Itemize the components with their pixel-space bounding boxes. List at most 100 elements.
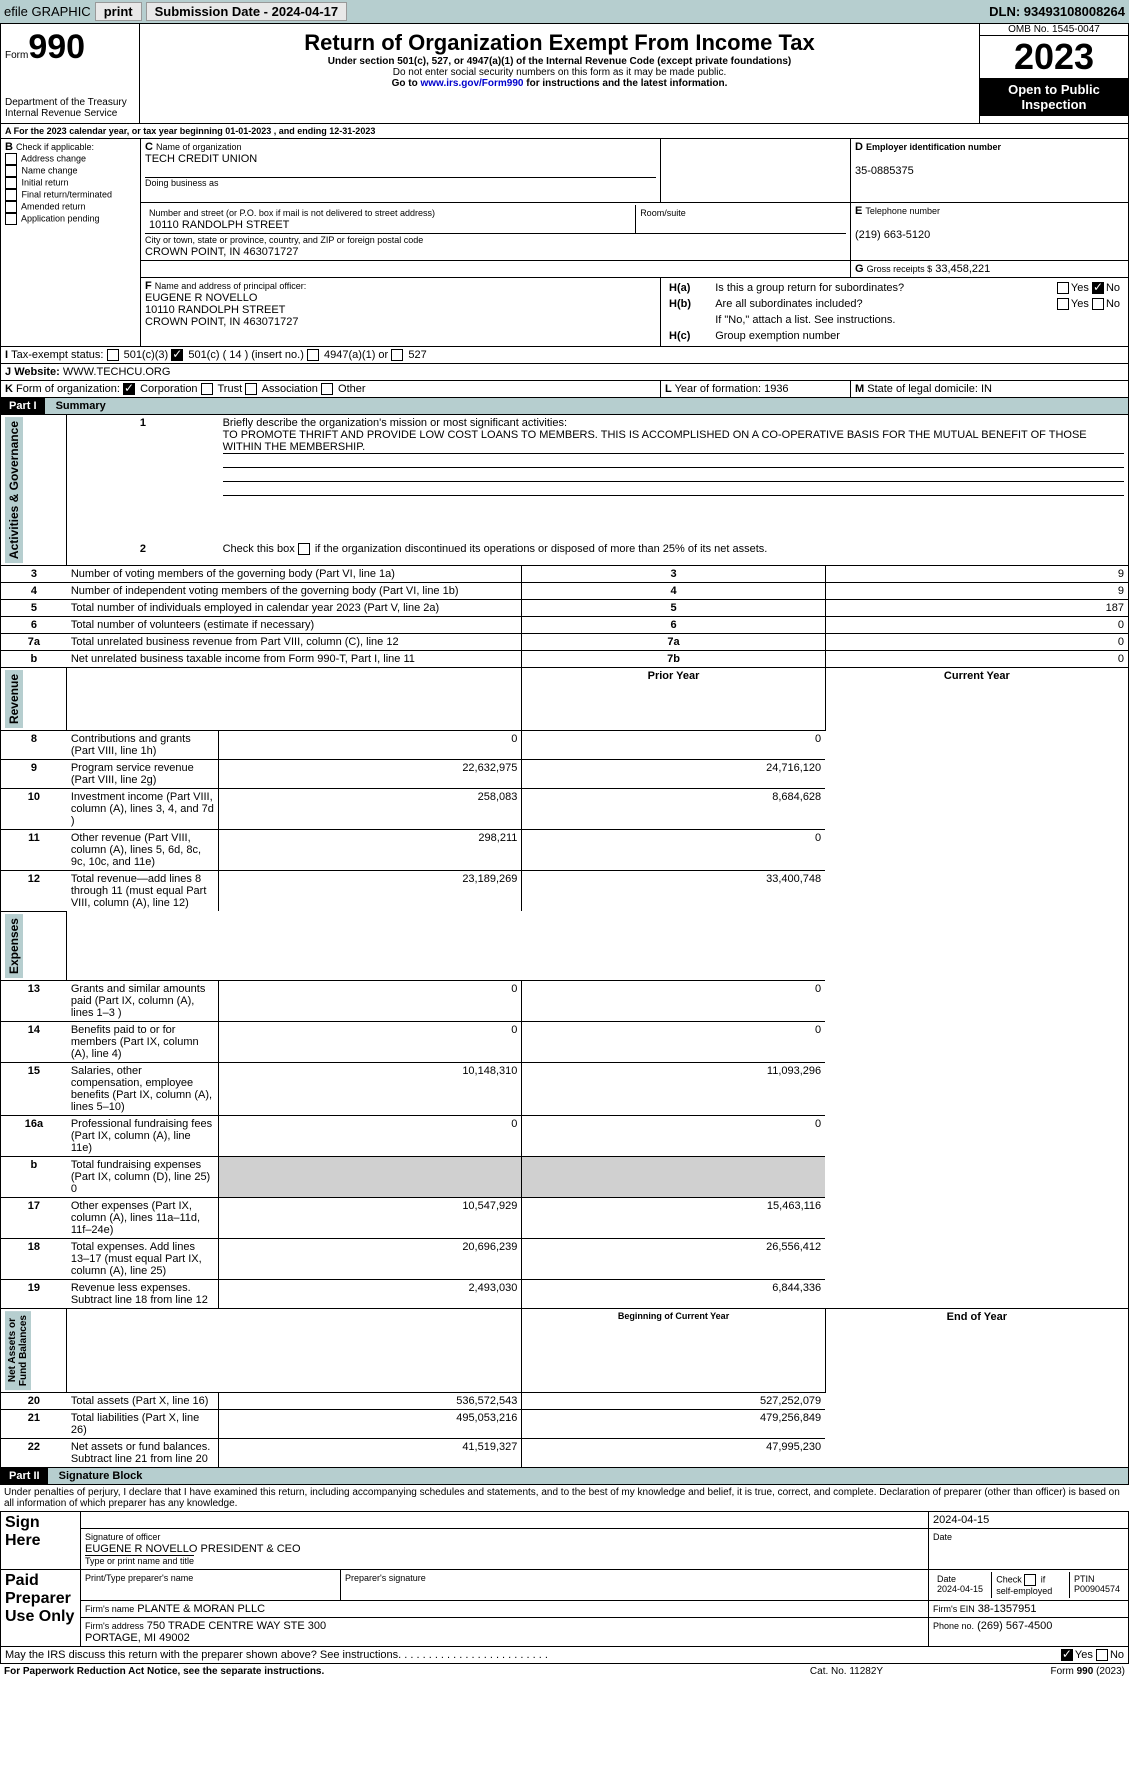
summary-row: 7aTotal unrelated business revenue from … [1,634,1129,651]
cat-no: Cat. No. 11282Y [753,1664,939,1679]
gross-receipts: 33,458,221 [935,263,990,275]
addr-label: Number and street (or P.O. box if mail i… [149,208,435,218]
website-label: Website: [14,366,60,378]
date-label: Date [933,1532,952,1542]
officer-line1: EUGENE R NOVELLO [145,292,257,304]
tax-status-label: Tax-exempt status: [11,349,103,361]
type-label: Type or print name and title [85,1555,194,1566]
eoy-hdr: End of Year [825,1309,1128,1393]
tax-year: 2023 [980,36,1128,78]
checkbox-item[interactable]: Name change [5,165,136,177]
omb-number: OMB No. 1545-0047 [980,24,1128,36]
firm-ein-label: Firm's EIN [933,1604,975,1614]
summary-row: 12Total revenue—add lines 8 through 11 (… [1,871,1129,912]
discuss-question: May the IRS discuss this return with the… [1,1647,969,1664]
domicile-value: IN [981,383,992,395]
summary-table: Activities & Governance 1 Briefly descri… [0,415,1129,1468]
line-a: For the 2023 calendar year, or tax year … [14,126,376,136]
firm-phone-label: Phone no. [933,1621,974,1631]
city-state-zip: CROWN POINT, IN 463071727 [145,246,298,258]
summary-row: 16aProfessional fundraising fees (Part I… [1,1116,1129,1157]
efile-label: efile GRAPHIC [4,4,91,19]
form-number: 990 [28,28,85,66]
l2-text: Check this box if the organization disco… [223,543,768,555]
form-header: Form990 Department of the Treasury Inter… [0,23,1129,124]
current-year-hdr: Current Year [825,668,1128,731]
summary-row: 13Grants and similar amounts paid (Part … [1,981,1129,1022]
summary-row: 15Salaries, other compensation, employee… [1,1063,1129,1116]
firm-ein: 38-1357951 [978,1603,1037,1615]
summary-row: bTotal fundraising expenses (Part IX, co… [1,1157,1129,1198]
ein-label: Employer identification number [866,142,1001,152]
phone-label: Telephone number [865,206,940,216]
prep-name-label: Print/Type preparer's name [85,1573,193,1583]
form-subtitle: Under section 501(c), 527, or 4947(a)(1)… [146,56,973,67]
city-label: City or town, state or province, country… [145,235,423,245]
officer-line3: CROWN POINT, IN 463071727 [145,316,298,328]
hc-label: Group exemption number [711,328,1124,344]
org-name: TECH CREDIT UNION [145,153,257,165]
sign-here: Sign Here [1,1512,81,1570]
part1-header: Part I [1,398,45,414]
summary-row: 14Benefits paid to or for members (Part … [1,1022,1129,1063]
org-info-table: A For the 2023 calendar year, or tax yea… [0,124,1129,398]
summary-row: 11Other revenue (Part VIII, column (A), … [1,830,1129,871]
phone-value: (219) 663-5120 [855,229,930,241]
part1-title: Summary [48,398,114,414]
checkbox-item[interactable]: Initial return [5,177,136,189]
ha-label: Is this a group return for subordinates? [711,280,1014,296]
summary-row: 5Total number of individuals employed in… [1,600,1129,617]
checkbox-item[interactable]: Address change [5,153,136,165]
side-ag: Activities & Governance [5,417,23,563]
dept-label: Department of the Treasury Internal Reve… [5,97,135,119]
checkbox-item[interactable]: Amended return [5,201,136,213]
ssn-warning: Do not enter social security numbers on … [146,67,973,78]
ein-value: 35-0885375 [855,165,914,177]
summary-row: 18Total expenses. Add lines 13–17 (must … [1,1239,1129,1280]
summary-row: 4Number of independent voting members of… [1,583,1129,600]
goto-link[interactable]: www.irs.gov/Form990 [420,78,523,89]
prior-year-hdr: Prior Year [522,668,825,731]
officer-line2: 10110 RANDOLPH STREET [145,304,285,316]
officer-label: Name and address of principal officer: [155,281,306,291]
firm-phone: (269) 567-4500 [977,1620,1052,1632]
checkbox-item[interactable]: Final return/terminated [5,189,136,201]
mission-text: TO PROMOTE THRIFT AND PROVIDE LOW COST L… [223,429,1124,454]
c-name-label: Name of organization [156,142,242,152]
firm-name: PLANTE & MORAN PLLC [137,1603,265,1615]
dln-label: DLN: 93493108008264 [989,4,1125,19]
summary-row: 17Other expenses (Part IX, column (A), l… [1,1198,1129,1239]
perjury-decl: Under penalties of perjury, I declare th… [0,1485,1129,1511]
submission-date: Submission Date - 2024-04-17 [146,2,348,21]
ptin-label: PTIN [1074,1574,1095,1584]
hb-note: If "No," attach a list. See instructions… [711,312,1124,328]
form-title: Return of Organization Exempt From Incom… [146,30,973,56]
domicile-label: State of legal domicile: [867,383,978,395]
goto-prefix: Go to [392,78,421,89]
print-button[interactable]: print [95,2,142,21]
pra-notice: For Paperwork Reduction Act Notice, see … [0,1664,753,1679]
year-formation: 1936 [764,383,788,395]
b-label: Check if applicable: [16,142,94,152]
boy-hdr: Beginning of Current Year [522,1309,825,1393]
summary-row: 3Number of voting members of the governi… [1,566,1129,583]
summary-row: 20Total assets (Part X, line 16)536,572,… [1,1393,1129,1410]
open-inspection: Open to Public Inspection [980,78,1128,116]
prep-sig-label: Preparer's signature [345,1573,426,1583]
gross-label: Gross receipts $ [867,264,933,274]
part2-title: Signature Block [51,1468,151,1484]
checkbox-item[interactable]: Application pending [5,213,136,225]
street-address: 10110 RANDOLPH STREET [149,219,289,231]
side-na: Net Assets or Fund Balances [5,1311,31,1390]
goto-suffix: for instructions and the latest informat… [523,78,727,89]
summary-row: 9Program service revenue (Part VIII, lin… [1,760,1129,789]
summary-row: 6Total number of volunteers (estimate if… [1,617,1129,634]
prep-date: 2024-04-15 [937,1584,983,1594]
top-toolbar: efile GRAPHIC print Submission Date - 20… [0,0,1129,23]
officer-sig-name: EUGENE R NOVELLO PRESIDENT & CEO [85,1543,301,1555]
summary-row: 19Revenue less expenses. Subtract line 1… [1,1280,1129,1309]
form-org-label: Form of organization: [16,383,120,395]
l1-label: Briefly describe the organization's miss… [223,417,567,429]
form-word: Form [5,50,28,61]
side-rev: Revenue [5,670,23,728]
